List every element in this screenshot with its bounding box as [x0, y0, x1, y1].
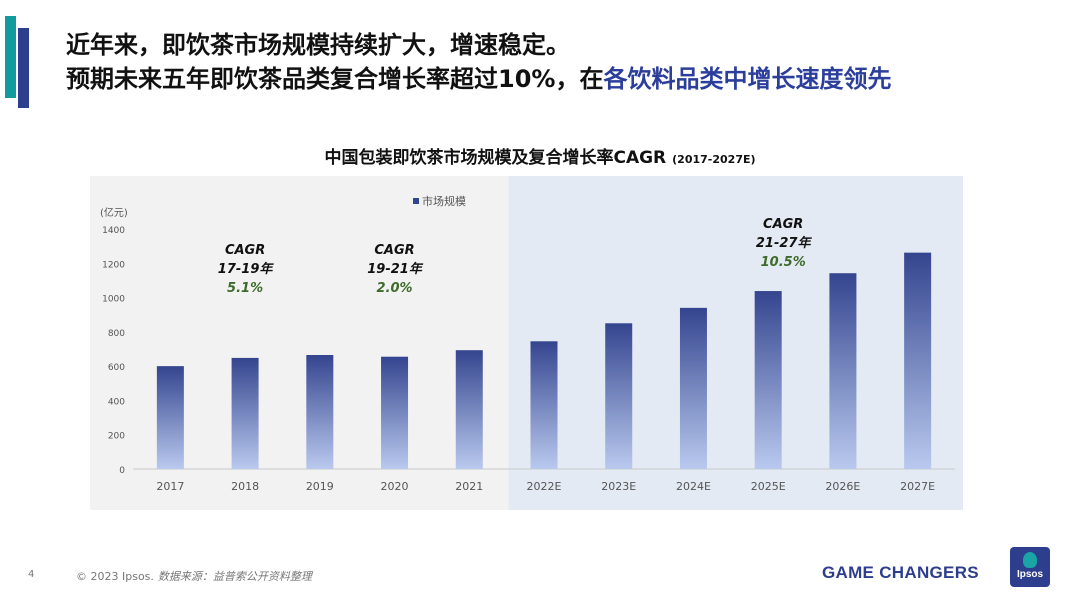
- cagr-label: CAGR: [763, 217, 803, 232]
- x-tick-label: 2025E: [751, 480, 786, 493]
- x-tick-label: 2022E: [527, 480, 562, 493]
- y-tick-label: 600: [108, 363, 125, 373]
- bar-2025E: [754, 291, 782, 469]
- page-number: 4: [28, 569, 35, 580]
- headline-line-1: 近年来，即饮茶市场规模持续扩大，增速稳定。: [66, 31, 570, 59]
- cagr-period: 19-21年: [367, 261, 424, 277]
- headline-line-2-prefix: 预期未来五年即饮茶品类复合增长率超过10%，在: [66, 65, 604, 93]
- copyright-text: © 2023 Ipsos.: [76, 570, 154, 583]
- y-tick-label: 200: [108, 432, 125, 442]
- bar-2021: [455, 350, 483, 469]
- legend-label: 市场规模: [422, 194, 466, 208]
- ipsos-logo[interactable]: Ipsos: [1010, 547, 1050, 587]
- x-tick-label: 2023E: [601, 480, 636, 493]
- bar-2019: [306, 355, 334, 469]
- cagr-period: 21-27年: [756, 235, 813, 251]
- x-tick-label: 2021: [455, 480, 483, 493]
- cagr-label: CAGR: [374, 243, 414, 258]
- forecast-region: [508, 176, 963, 510]
- cagr-value: 10.5%: [761, 255, 806, 270]
- cagr-period: 17-19年: [218, 261, 275, 277]
- game-changers-tagline: GAME CHANGERS: [822, 563, 979, 582]
- cagr-value: 5.1%: [227, 281, 263, 296]
- y-tick-label: 1000: [102, 295, 125, 305]
- accent-bar-navy: [18, 28, 29, 108]
- x-tick-label: 2020: [381, 480, 409, 493]
- x-tick-label: 2017: [156, 480, 184, 493]
- x-tick-label: 2018: [231, 480, 259, 493]
- y-tick-label: 1400: [102, 226, 125, 236]
- slide-headline: 近年来，即饮茶市场规模持续扩大，增速稳定。 预期未来五年即饮茶品类复合增长率超过…: [66, 28, 891, 96]
- cagr-label: CAGR: [225, 243, 265, 258]
- bar-2017: [156, 366, 184, 469]
- accent-bar-teal: [5, 16, 16, 98]
- bar-2022E: [530, 341, 558, 469]
- headline-line-2-highlight: 各饮料品类中增长速度领先: [603, 65, 892, 93]
- chart-title-main: 中国包装即饮茶市场规模及复合增长率CAGR: [324, 148, 667, 168]
- ipsos-logo-dot-icon: [1023, 552, 1037, 568]
- bar-2026E: [829, 273, 857, 469]
- ipsos-logo-text: Ipsos: [1016, 569, 1044, 580]
- bar-2027E: [904, 252, 932, 469]
- y-tick-label: 400: [108, 397, 125, 407]
- x-tick-label: 2027E: [900, 480, 935, 493]
- cagr-value: 2.0%: [377, 281, 413, 296]
- bar-2020: [381, 356, 409, 469]
- x-tick-label: 2026E: [825, 480, 860, 493]
- y-tick-label: 800: [108, 329, 125, 339]
- y-axis-label: (亿元): [100, 206, 128, 219]
- x-tick-label: 2024E: [676, 480, 711, 493]
- footer-copyright: © 2023 Ipsos. 数据来源：益普索公开资料整理: [76, 568, 312, 584]
- bar-2018: [231, 357, 259, 469]
- y-tick-label: 1200: [102, 260, 125, 270]
- source-note: 数据来源：益普索公开资料整理: [157, 570, 312, 583]
- x-tick-label: 2019: [306, 480, 334, 493]
- bar-2023E: [605, 323, 633, 469]
- bar-2024E: [679, 307, 707, 469]
- y-tick-label: 0: [119, 466, 125, 476]
- chart-title: 中国包装即饮茶市场规模及复合增长率CAGR (2017-2027E): [0, 143, 1080, 168]
- chart-title-sub: (2017-2027E): [672, 153, 756, 166]
- legend-swatch: [413, 198, 419, 204]
